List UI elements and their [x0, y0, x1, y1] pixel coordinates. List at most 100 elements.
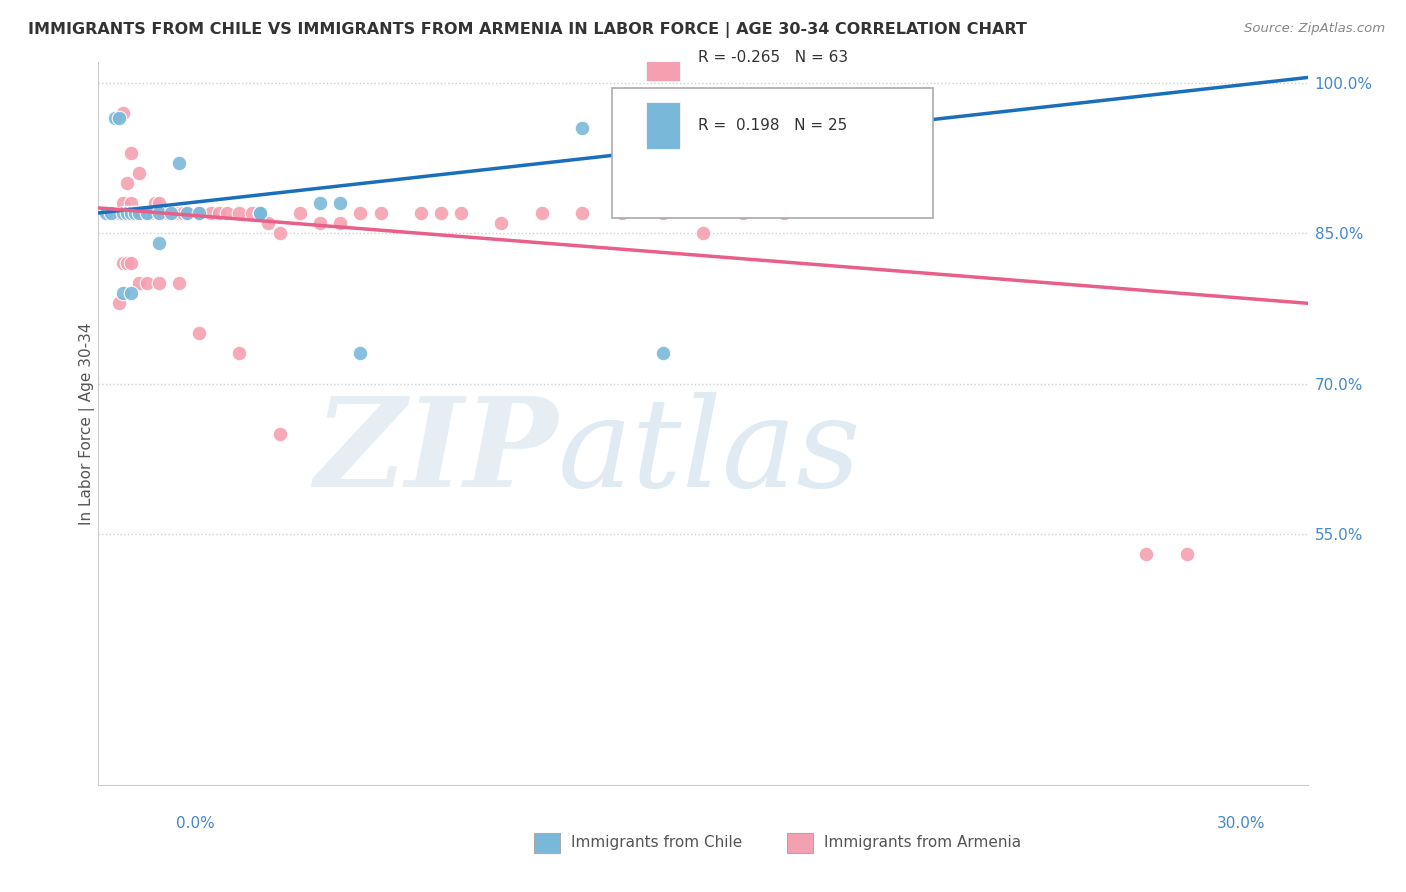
- Point: [571, 120, 593, 135]
- Point: [124, 206, 146, 220]
- Point: [571, 206, 593, 220]
- Point: [120, 206, 142, 220]
- Point: [188, 326, 211, 341]
- Point: [152, 206, 174, 220]
- Point: [111, 105, 134, 120]
- Point: [188, 206, 211, 220]
- Point: [269, 226, 291, 240]
- Point: [128, 166, 150, 180]
- Point: [115, 206, 138, 220]
- Point: [269, 426, 291, 441]
- Text: Immigrants from Chile: Immigrants from Chile: [571, 836, 742, 850]
- Point: [200, 206, 222, 220]
- Point: [430, 206, 453, 220]
- Text: Source: ZipAtlas.com: Source: ZipAtlas.com: [1244, 22, 1385, 36]
- Point: [329, 216, 352, 230]
- Point: [132, 206, 155, 220]
- Point: [96, 206, 118, 220]
- Point: [1135, 547, 1157, 561]
- Y-axis label: In Labor Force | Age 30-34: In Labor Force | Age 30-34: [79, 322, 96, 525]
- Point: [115, 256, 138, 270]
- Point: [217, 206, 239, 220]
- Point: [128, 206, 150, 220]
- Point: [111, 286, 134, 301]
- Point: [111, 256, 134, 270]
- Point: [772, 206, 794, 220]
- Point: [148, 206, 170, 220]
- Point: [172, 206, 194, 220]
- Point: [148, 195, 170, 210]
- Point: [167, 276, 190, 290]
- Point: [176, 206, 198, 220]
- Point: [329, 195, 352, 210]
- Point: [288, 206, 311, 220]
- Point: [349, 346, 371, 360]
- Bar: [647, 103, 681, 149]
- Point: [103, 206, 125, 220]
- Point: [143, 195, 166, 210]
- Point: [491, 216, 513, 230]
- Point: [115, 176, 138, 190]
- Point: [115, 206, 138, 220]
- Text: Immigrants from Armenia: Immigrants from Armenia: [824, 836, 1021, 850]
- Point: [156, 206, 179, 220]
- Point: [349, 206, 371, 220]
- Point: [176, 206, 198, 220]
- Text: 30.0%: 30.0%: [1218, 816, 1265, 831]
- Point: [530, 206, 553, 220]
- Point: [228, 206, 250, 220]
- Point: [103, 111, 125, 125]
- Point: [309, 195, 332, 210]
- Point: [120, 286, 142, 301]
- Point: [256, 216, 278, 230]
- Point: [208, 206, 231, 220]
- Point: [160, 206, 183, 220]
- Point: [100, 206, 122, 220]
- Point: [111, 195, 134, 210]
- Point: [249, 206, 271, 220]
- Point: [651, 206, 673, 220]
- Point: [107, 296, 129, 310]
- Point: [1175, 547, 1198, 561]
- Point: [128, 276, 150, 290]
- Point: [148, 276, 170, 290]
- Text: IMMIGRANTS FROM CHILE VS IMMIGRANTS FROM ARMENIA IN LABOR FORCE | AGE 30-34 CORR: IMMIGRANTS FROM CHILE VS IMMIGRANTS FROM…: [28, 22, 1026, 38]
- Point: [148, 235, 170, 250]
- Point: [228, 346, 250, 360]
- Point: [111, 206, 134, 220]
- Point: [249, 206, 271, 220]
- Point: [651, 346, 673, 360]
- Point: [188, 206, 211, 220]
- Text: atlas: atlas: [558, 392, 862, 514]
- FancyBboxPatch shape: [613, 87, 932, 218]
- Point: [124, 206, 146, 220]
- Point: [163, 206, 186, 220]
- Point: [148, 206, 170, 220]
- Point: [120, 195, 142, 210]
- Text: ZIP: ZIP: [314, 392, 558, 514]
- Point: [107, 206, 129, 220]
- Text: R = -0.265   N = 63: R = -0.265 N = 63: [699, 50, 848, 64]
- Point: [240, 206, 263, 220]
- Point: [450, 206, 472, 220]
- Point: [135, 206, 157, 220]
- Point: [370, 206, 392, 220]
- Point: [120, 256, 142, 270]
- Point: [100, 206, 122, 220]
- Point: [139, 206, 162, 220]
- Bar: [647, 34, 681, 80]
- Point: [249, 206, 271, 220]
- Point: [120, 145, 142, 160]
- Point: [612, 206, 634, 220]
- Point: [160, 206, 183, 220]
- Point: [733, 206, 755, 220]
- Point: [107, 111, 129, 125]
- Point: [692, 226, 714, 240]
- Point: [167, 155, 190, 169]
- Point: [309, 216, 332, 230]
- Point: [128, 206, 150, 220]
- Point: [409, 206, 432, 220]
- Text: R =  0.198   N = 25: R = 0.198 N = 25: [699, 118, 848, 133]
- Point: [167, 206, 190, 220]
- Point: [135, 206, 157, 220]
